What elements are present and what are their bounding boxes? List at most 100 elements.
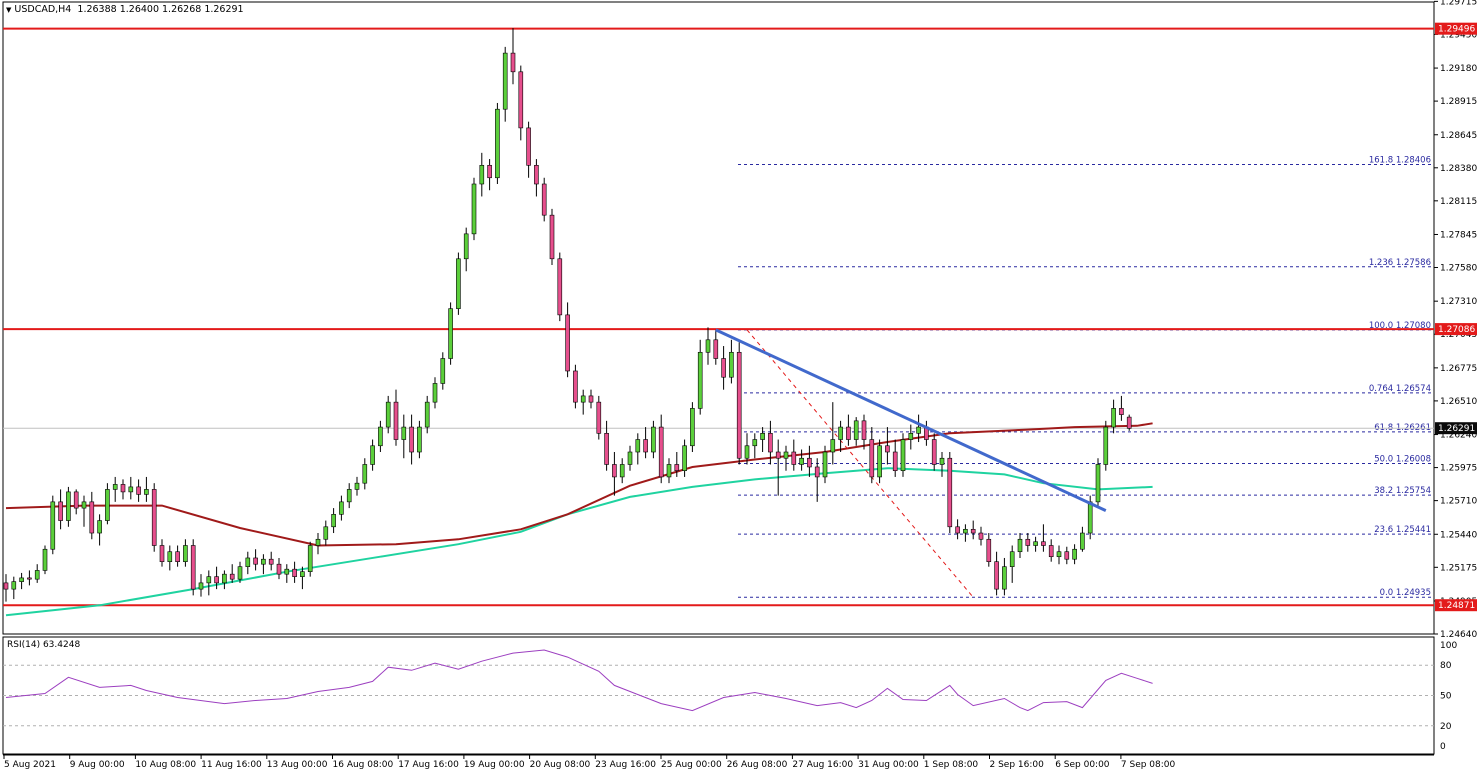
bear-candle[interactable]: [768, 433, 773, 453]
bull-candle[interactable]: [697, 351, 703, 409]
bull-candle[interactable]: [830, 439, 836, 453]
bull-candle[interactable]: [284, 568, 290, 575]
bull-candle[interactable]: [424, 401, 430, 428]
bear-candle[interactable]: [214, 576, 219, 584]
bear-candle[interactable]: [58, 501, 63, 521]
bull-candle[interactable]: [401, 426, 407, 440]
bull-candle[interactable]: [471, 183, 477, 235]
bear-candle[interactable]: [276, 563, 282, 575]
bull-candle[interactable]: [900, 439, 906, 472]
bull-candle[interactable]: [1103, 426, 1109, 465]
bull-candle[interactable]: [651, 426, 656, 453]
bear-candle[interactable]: [1025, 538, 1031, 546]
bull-candle[interactable]: [222, 573, 227, 584]
bear-candle[interactable]: [814, 466, 820, 478]
bull-candle[interactable]: [66, 491, 71, 521]
bull-candle[interactable]: [463, 233, 469, 260]
bull-candle[interactable]: [760, 433, 765, 440]
bull-candle[interactable]: [128, 486, 134, 493]
bull-candle[interactable]: [1056, 551, 1062, 558]
bear-candle[interactable]: [120, 484, 126, 493]
bull-candle[interactable]: [963, 528, 968, 534]
bear-candle[interactable]: [970, 528, 976, 534]
bull-candle[interactable]: [11, 581, 17, 590]
bull-candle[interactable]: [378, 426, 383, 447]
bull-candle[interactable]: [627, 451, 633, 465]
bear-candle[interactable]: [846, 426, 851, 440]
bear-candle[interactable]: [3, 582, 9, 590]
bull-candle[interactable]: [502, 52, 508, 110]
bull-candle[interactable]: [307, 545, 313, 572]
bear-candle[interactable]: [89, 501, 95, 534]
bull-candle[interactable]: [580, 395, 586, 403]
bull-candle[interactable]: [331, 514, 336, 528]
bear-candle[interactable]: [807, 457, 812, 468]
bull-candle[interactable]: [112, 484, 118, 490]
bull-candle[interactable]: [19, 577, 24, 582]
bull-candle[interactable]: [167, 551, 173, 563]
bear-candle[interactable]: [27, 577, 32, 580]
bear-candle[interactable]: [393, 401, 399, 440]
bull-candle[interactable]: [339, 501, 344, 515]
bull-candle[interactable]: [385, 401, 391, 428]
bull-candle[interactable]: [1072, 548, 1077, 560]
bear-candle[interactable]: [136, 486, 141, 495]
bear-candle[interactable]: [557, 258, 563, 316]
bull-candle[interactable]: [354, 482, 360, 490]
bull-candle[interactable]: [729, 351, 734, 378]
bear-candle[interactable]: [861, 420, 867, 440]
bear-candle[interactable]: [151, 489, 157, 546]
bear-candle[interactable]: [229, 573, 235, 580]
bear-candle[interactable]: [175, 551, 180, 563]
bear-candle[interactable]: [518, 71, 524, 129]
bull-candle[interactable]: [1002, 566, 1007, 590]
bull-candle[interactable]: [1111, 408, 1116, 428]
bull-candle[interactable]: [448, 308, 453, 359]
bear-candle[interactable]: [1126, 416, 1132, 429]
bull-candle[interactable]: [744, 445, 750, 459]
bear-candle[interactable]: [1119, 408, 1124, 415]
bear-candle[interactable]: [791, 451, 797, 465]
bull-candle[interactable]: [908, 433, 914, 440]
bear-candle[interactable]: [526, 127, 531, 166]
bear-candle[interactable]: [409, 426, 414, 453]
bull-candle[interactable]: [1095, 464, 1101, 503]
bear-candle[interactable]: [1048, 545, 1054, 558]
bear-candle[interactable]: [565, 314, 570, 372]
bull-candle[interactable]: [105, 489, 110, 521]
bearish-trendline[interactable]: [715, 328, 1107, 512]
bear-candle[interactable]: [541, 183, 547, 216]
bull-candle[interactable]: [1017, 538, 1023, 553]
bear-candle[interactable]: [573, 370, 578, 403]
bear-candle[interactable]: [487, 164, 492, 179]
bear-candle[interactable]: [268, 558, 274, 565]
bull-candle[interactable]: [916, 426, 921, 434]
bear-candle[interactable]: [643, 439, 648, 453]
bull-candle[interactable]: [198, 582, 204, 590]
bull-candle[interactable]: [362, 464, 368, 484]
bull-candle[interactable]: [1009, 551, 1015, 567]
bear-candle[interactable]: [534, 164, 539, 185]
bull-candle[interactable]: [261, 558, 266, 565]
bull-candle[interactable]: [799, 457, 804, 465]
bull-candle[interactable]: [877, 445, 882, 478]
bear-candle[interactable]: [931, 439, 937, 465]
bull-candle[interactable]: [853, 420, 859, 440]
bull-candle[interactable]: [456, 258, 461, 309]
bull-candle[interactable]: [370, 445, 375, 465]
bear-candle[interactable]: [892, 451, 898, 472]
bull-candle[interactable]: [97, 520, 102, 534]
bear-candle[interactable]: [775, 451, 781, 459]
bull-candle[interactable]: [619, 464, 625, 478]
bull-candle[interactable]: [783, 451, 789, 459]
bear-candle[interactable]: [190, 545, 196, 590]
dropdown-triangle-icon[interactable]: ▼: [6, 6, 12, 14]
bull-candle[interactable]: [752, 439, 758, 447]
bull-candle[interactable]: [1080, 532, 1085, 550]
bear-candle[interactable]: [1064, 551, 1070, 560]
bear-candle[interactable]: [588, 395, 594, 403]
bull-candle[interactable]: [315, 538, 321, 546]
bear-candle[interactable]: [978, 532, 984, 540]
bull-candle[interactable]: [690, 408, 695, 447]
bull-candle[interactable]: [838, 426, 843, 440]
